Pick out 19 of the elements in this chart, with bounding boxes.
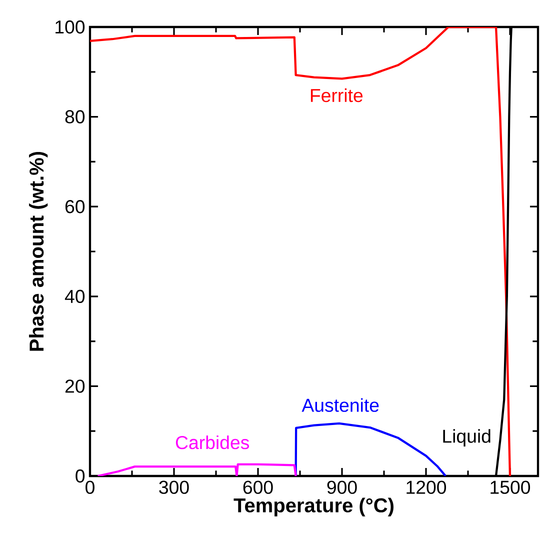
x-tick-label: 900 — [327, 480, 357, 494]
x-axis-title: Temperature (°C) — [234, 498, 394, 516]
x-tick-label: 1200 — [406, 480, 446, 494]
series-label: Ferrite — [310, 88, 363, 102]
series-label: Carbides — [176, 435, 250, 450]
x-tick-label: 600 — [243, 480, 273, 494]
y-tick-label: 60 — [65, 200, 85, 214]
y-axis-title: Phase amount (wt.%) — [29, 152, 48, 351]
x-tick-label: 1500 — [490, 480, 530, 494]
x-tick-label: 0 — [86, 480, 94, 494]
line-series — [96, 463, 297, 476]
y-tick-label: 20 — [65, 380, 85, 393]
legend-label: Liquid — [443, 429, 490, 447]
y-tick-label: 40 — [64, 290, 85, 304]
y-tick-label: 0 — [76, 469, 85, 483]
y-tick-label: 100 — [56, 20, 85, 34]
x-tick-label: 300 — [159, 480, 189, 494]
y-tick-label: 80 — [65, 110, 85, 124]
series-label: Austenite — [302, 398, 379, 412]
